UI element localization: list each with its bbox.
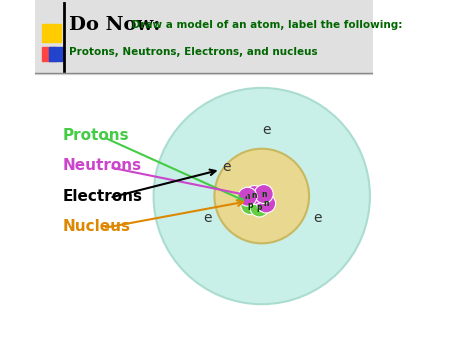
Circle shape	[245, 186, 264, 204]
Circle shape	[250, 198, 269, 217]
Text: e: e	[203, 211, 212, 225]
Text: p: p	[248, 201, 253, 210]
Text: Draw a model of an atom, label the following:: Draw a model of an atom, label the follo…	[128, 20, 403, 30]
Bar	[50, 47, 63, 61]
Text: Neutrons: Neutrons	[62, 158, 141, 173]
Text: p: p	[256, 203, 262, 212]
Text: Electrons: Electrons	[62, 189, 142, 203]
Text: Do Now:: Do Now:	[69, 16, 161, 34]
Circle shape	[256, 194, 275, 213]
Text: n: n	[252, 191, 257, 199]
Text: e: e	[313, 211, 322, 225]
Bar	[42, 24, 61, 42]
Bar	[42, 47, 55, 61]
Bar	[35, 0, 374, 74]
Circle shape	[214, 149, 309, 243]
Text: n: n	[263, 199, 269, 208]
Circle shape	[254, 185, 273, 203]
Circle shape	[153, 88, 370, 304]
Text: e: e	[262, 123, 271, 137]
Circle shape	[241, 196, 260, 215]
Text: Protons: Protons	[62, 128, 129, 143]
Circle shape	[238, 187, 257, 206]
Text: e: e	[222, 160, 230, 174]
Text: n: n	[245, 192, 250, 201]
Text: Protons, Neutrons, Electrons, and nucleus: Protons, Neutrons, Electrons, and nucleu…	[69, 47, 318, 57]
Text: n: n	[261, 190, 266, 198]
Text: Nucleus: Nucleus	[62, 219, 130, 234]
